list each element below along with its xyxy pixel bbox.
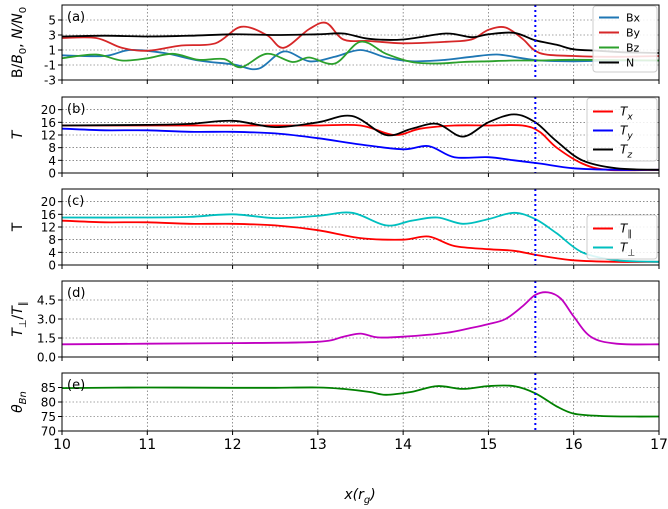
y-tick-label: 0 xyxy=(48,259,56,273)
series-line-2 xyxy=(62,211,659,263)
panel-tag: (a) xyxy=(67,10,85,25)
y-tick-label: -3 xyxy=(44,74,56,88)
y-axis-label: B/B0, N/N0 xyxy=(10,7,29,78)
grid xyxy=(62,97,659,173)
x-axis-label: x(rg) xyxy=(343,487,375,506)
legend-box xyxy=(586,97,658,162)
panel-tag: (c) xyxy=(67,194,84,209)
series-group xyxy=(62,211,659,263)
panel-frame xyxy=(61,4,660,81)
y-tick-label: 75 xyxy=(41,410,56,424)
series-group xyxy=(62,113,659,172)
y-tick-label: 16 xyxy=(41,116,56,130)
series-line-1 xyxy=(62,123,659,172)
x-tick-label: 11 xyxy=(138,437,156,453)
series-line-1 xyxy=(62,384,659,418)
series-line-3 xyxy=(62,40,659,69)
y-tick-label: 8 xyxy=(48,233,56,247)
y-tick-label: 3 xyxy=(48,29,56,43)
legend-label: Ty xyxy=(620,124,633,142)
legend: Bx By Bz N xyxy=(592,5,658,73)
y-tick-label: 1.5 xyxy=(37,332,56,346)
y-tick-label: 80 xyxy=(41,396,56,410)
legend-label: Bx xyxy=(626,12,641,25)
y-tick-label: 4 xyxy=(48,246,56,260)
y-axis-label: T⊥/T∥ xyxy=(10,301,29,337)
legend-label: T⊥ xyxy=(620,241,635,259)
y-tick-label: 0.0 xyxy=(37,351,56,365)
x-tick-label: 14 xyxy=(394,437,412,453)
y-tick-label: 3.0 xyxy=(37,313,56,327)
y-tick-label: 4 xyxy=(48,154,56,168)
x-tick-label: 17 xyxy=(650,437,668,453)
grid xyxy=(62,373,659,431)
series-line-1 xyxy=(62,291,659,346)
x-tick-label: 15 xyxy=(480,437,498,453)
y-tick-label: 20 xyxy=(41,103,56,117)
legend-label: T∥ xyxy=(620,222,632,240)
grid xyxy=(62,5,659,80)
series-line-1 xyxy=(62,219,659,263)
series-line-2 xyxy=(62,127,659,171)
y-tick-label: 20 xyxy=(41,195,56,209)
y-axis-label: T xyxy=(10,222,26,232)
legend-box xyxy=(592,5,658,73)
y-tick-label: 16 xyxy=(41,208,56,222)
series-group xyxy=(62,384,659,418)
x-tick-label: 12 xyxy=(224,437,242,453)
panel-tag: (e) xyxy=(67,378,85,393)
y-tick-label: 12 xyxy=(41,221,56,235)
x-tick-label: 10 xyxy=(53,437,71,453)
x-tick-label: 16 xyxy=(565,437,583,453)
series-group xyxy=(62,291,659,346)
legend-label: Tx xyxy=(620,105,633,123)
y-tick-label: 1 xyxy=(48,44,56,58)
y-tick-label: 4.5 xyxy=(37,294,56,308)
series-line-2 xyxy=(62,21,659,58)
panel-tag: (b) xyxy=(67,102,85,117)
y-tick-label: 8 xyxy=(48,141,56,155)
panel-d: 0.0 1.5 3.0 4.5 (d) T⊥/T∥ xyxy=(10,280,660,365)
series-group xyxy=(62,21,659,71)
series-line-4 xyxy=(62,31,659,54)
y-tick-label: 0 xyxy=(48,167,56,181)
legend-label: By xyxy=(626,27,641,40)
y-tick-label: 12 xyxy=(41,129,56,143)
x-tick-label: 13 xyxy=(309,437,327,453)
series-line-3 xyxy=(62,113,659,171)
y-axis-label: θBn xyxy=(10,391,29,413)
legend-label: N xyxy=(626,57,634,70)
y-axis-label: T xyxy=(10,129,26,139)
y-tick-label: 5 xyxy=(48,14,56,28)
y-tick-label: -1 xyxy=(44,59,56,73)
y-tick-label: 85 xyxy=(41,381,56,395)
legend: T∥T⊥ xyxy=(586,214,658,260)
y-tick-label: 70 xyxy=(41,425,56,439)
panel-tag: (d) xyxy=(67,286,85,301)
grid xyxy=(62,189,659,265)
legend-label: Bz xyxy=(626,42,640,55)
grid xyxy=(62,281,659,357)
legend-label: Tz xyxy=(620,143,632,161)
